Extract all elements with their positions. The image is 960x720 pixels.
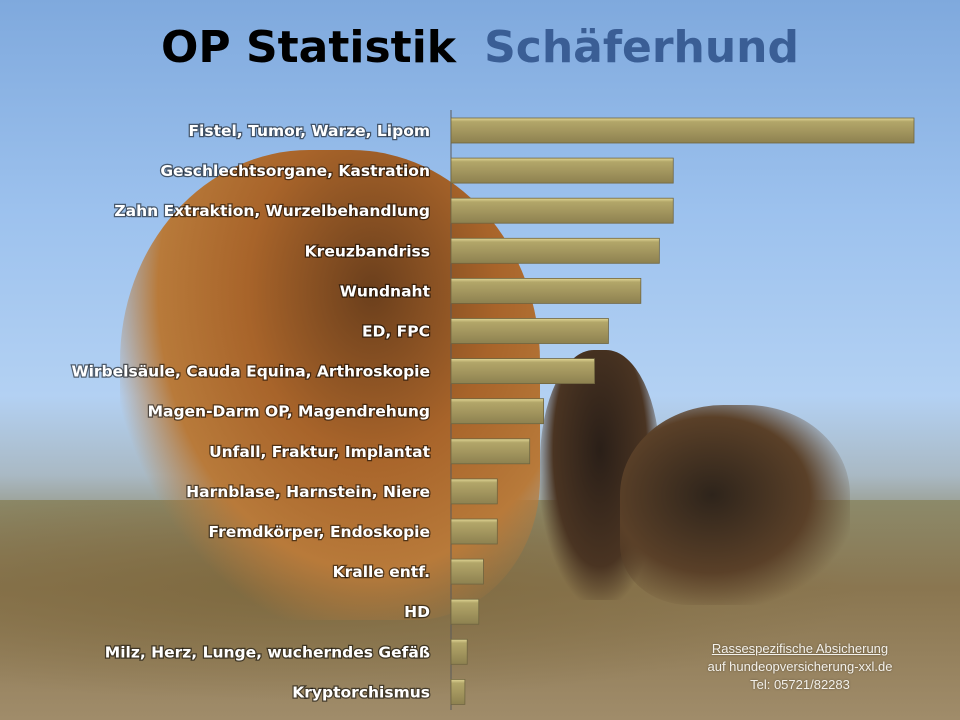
puppy-photo-right [620,405,850,605]
bar-10 [450,518,498,545]
category-label: Wirbelsäule, Cauda Equina, Arthroskopie [72,363,431,381]
bar-6 [450,358,595,385]
page-title: OP Statistik Schäferhund [0,22,960,73]
bar-5 [450,318,609,344]
bar-13 [450,638,468,665]
footer-phone: Tel: 05721/82283 [750,677,850,692]
footer-info: Rassespezifische Absicherung auf hundeop… [680,640,920,694]
category-label: Wundnaht [340,282,431,300]
category-label: Zahn Extraktion, Wurzelbehandlung [114,202,430,220]
category-label: Fremdkörper, Endoskopie [209,523,431,541]
bar-0 [450,117,915,144]
title-breed: Schäferhund [484,22,800,73]
bar-9 [450,478,498,505]
bar-4 [450,277,642,304]
category-label: HD [404,603,430,621]
footer-website[interactable]: auf hundeopversicherung-xxl.de [707,659,893,674]
category-label: Kralle entf. [333,563,430,581]
category-label: Unfall, Fraktur, Implantat [209,443,431,461]
category-label: Harnblase, Harnstein, Niere [186,483,430,501]
category-label: Magen-Darm OP, Magendrehung [148,403,430,421]
bar-8 [450,438,531,465]
category-label: Kryptorchismus [292,683,430,701]
footer-tagline: Rassespezifische Absicherung [711,641,889,656]
bar-12 [450,598,480,625]
bar-7 [450,398,544,425]
category-label: Fistel, Tumor, Warze, Lipom [188,122,430,140]
title-op-statistik: OP Statistik [160,22,457,73]
category-label: ED, FPC [362,323,430,341]
category-label: Kreuzbandriss [305,242,430,260]
bar-14 [450,679,466,705]
bar-11 [450,558,484,585]
bar-3 [450,237,660,264]
category-label: Milz, Herz, Lunge, wucherndes Gefäß [105,643,430,661]
bar-1 [450,157,674,184]
bar-2 [450,197,674,224]
category-label: Geschlechtsorgane, Kastration [160,162,430,180]
